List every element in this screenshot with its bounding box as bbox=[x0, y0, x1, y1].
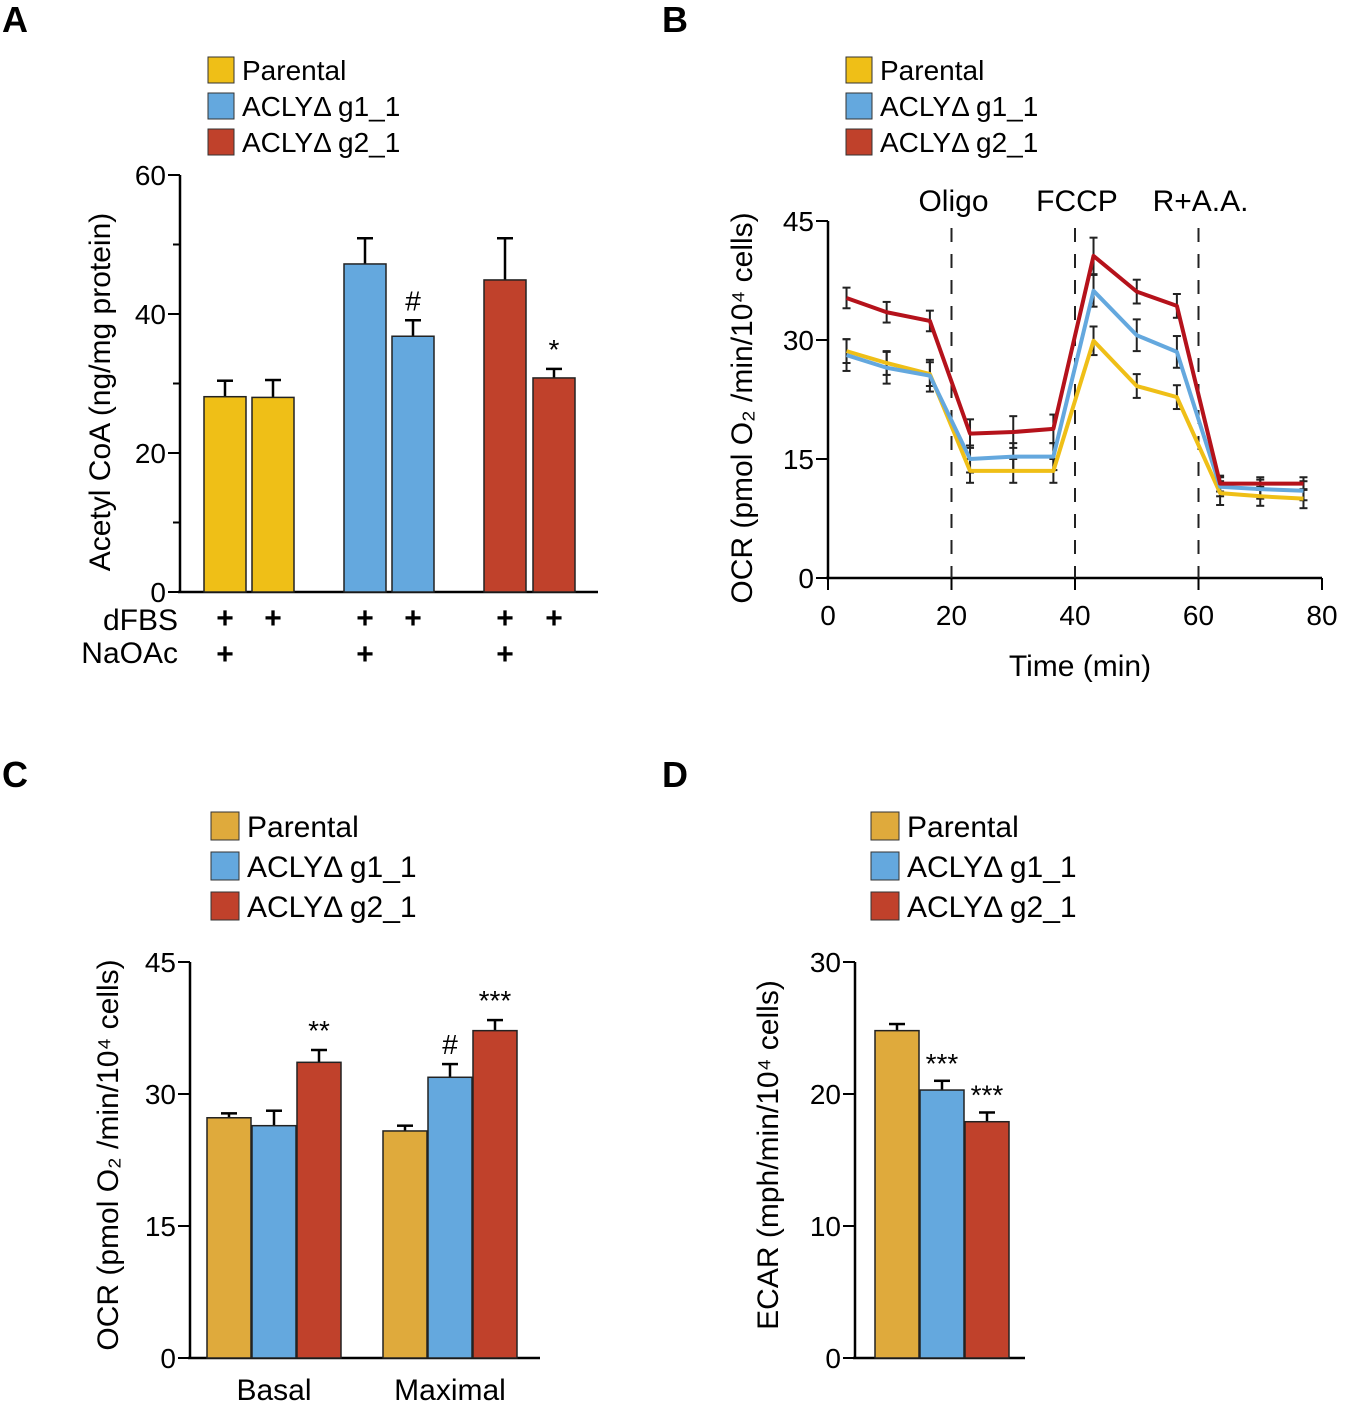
dfbs-plus: + bbox=[264, 602, 282, 635]
panel-letter-a: A bbox=[2, 0, 28, 40]
row-label-dfbs: dFBS bbox=[103, 604, 178, 637]
b-y-axis-label: OCR (pmol O₂ /min/10⁴ cells) bbox=[726, 212, 759, 603]
x-tick-label: 80 bbox=[1306, 600, 1337, 631]
significance-marker: *** bbox=[971, 1079, 1004, 1110]
category-label: Basal bbox=[236, 1374, 311, 1402]
dfbs-plus: + bbox=[404, 602, 422, 635]
series-line-0 bbox=[845, 338, 1304, 501]
a-bar bbox=[483, 279, 527, 593]
c-bar bbox=[382, 1130, 428, 1359]
significance-marker: # bbox=[442, 1029, 458, 1060]
d-bar bbox=[874, 1029, 920, 1359]
legend-swatch bbox=[870, 891, 900, 921]
d-bar bbox=[919, 1089, 965, 1359]
panel-letter-c: C bbox=[2, 754, 28, 795]
legend-label: Parental bbox=[247, 811, 359, 844]
a-y-axis-label: Acetyl CoA (ng/mg protein) bbox=[84, 213, 117, 572]
legend-swatch bbox=[207, 128, 235, 156]
y-tick-label: 30 bbox=[783, 325, 814, 356]
row-label-naoac: NaOAc bbox=[81, 637, 178, 670]
legend-label: ACLYΔ g2_1 bbox=[247, 891, 417, 924]
category-label: Maximal bbox=[394, 1374, 506, 1402]
legend-swatch bbox=[870, 851, 900, 881]
y-tick-label: 0 bbox=[150, 577, 166, 608]
y-tick-label: 40 bbox=[135, 299, 166, 330]
legend-label: ACLYΔ g1_1 bbox=[907, 851, 1077, 884]
d-y-axis-label: ECAR (mph/min/10⁴ cells) bbox=[752, 980, 785, 1330]
y-tick-label: 10 bbox=[810, 1211, 841, 1242]
legend-label: ACLYΔ g1_1 bbox=[880, 91, 1038, 122]
y-tick-label: 20 bbox=[810, 1079, 841, 1110]
legend-swatch bbox=[870, 811, 900, 841]
legend-swatch bbox=[210, 851, 240, 881]
legend-swatch bbox=[207, 56, 235, 84]
y-tick-label: 60 bbox=[135, 160, 166, 191]
legend-label: Parental bbox=[242, 55, 346, 86]
a-bar bbox=[532, 377, 576, 593]
a-bar bbox=[203, 395, 247, 593]
a-bar bbox=[251, 396, 295, 593]
y-tick-label: 15 bbox=[145, 1211, 176, 1242]
dfbs-plus: + bbox=[216, 602, 234, 635]
y-tick-label: 0 bbox=[798, 563, 814, 594]
x-tick-label: 40 bbox=[1059, 600, 1090, 631]
c-bar bbox=[427, 1076, 473, 1359]
c-y-axis-label: OCR (pmol O₂ /min/10⁴ cells) bbox=[92, 959, 125, 1350]
significance-marker: # bbox=[405, 285, 421, 316]
y-tick-label: 45 bbox=[145, 947, 176, 978]
y-tick-label: 45 bbox=[783, 206, 814, 237]
c-bar bbox=[251, 1124, 297, 1359]
significance-marker: *** bbox=[479, 985, 512, 1016]
c-bar bbox=[296, 1061, 342, 1359]
legend-swatch bbox=[845, 92, 873, 120]
legend-swatch bbox=[210, 891, 240, 921]
legend-label: Parental bbox=[880, 55, 984, 86]
significance-marker: ** bbox=[308, 1015, 330, 1046]
d-bar bbox=[964, 1120, 1010, 1359]
legend-swatch bbox=[207, 92, 235, 120]
legend-swatch bbox=[845, 56, 873, 84]
dfbs-plus: + bbox=[496, 602, 514, 635]
y-tick-label: 0 bbox=[160, 1343, 176, 1374]
series-line-2 bbox=[845, 253, 1304, 486]
legend-swatch bbox=[210, 811, 240, 841]
injection-label: FCCP bbox=[1036, 185, 1118, 218]
legend-label: ACLYΔ g1_1 bbox=[247, 851, 417, 884]
c-bar bbox=[472, 1029, 518, 1359]
injection-label: Oligo bbox=[918, 185, 988, 218]
legend-label: ACLYΔ g2_1 bbox=[242, 127, 400, 158]
c-bar bbox=[206, 1117, 252, 1359]
y-tick-label: 15 bbox=[783, 444, 814, 475]
panel-letter-b: B bbox=[662, 0, 688, 40]
naoac-plus: + bbox=[356, 638, 374, 671]
significance-marker: * bbox=[549, 334, 560, 365]
naoac-plus: + bbox=[216, 638, 234, 671]
series-line-1 bbox=[845, 288, 1304, 493]
legend-swatch bbox=[845, 128, 873, 156]
y-tick-label: 0 bbox=[825, 1343, 841, 1374]
injection-label: R+A.A. bbox=[1153, 185, 1249, 218]
a-bar bbox=[391, 335, 435, 593]
a-bar bbox=[343, 263, 387, 593]
dfbs-plus: + bbox=[545, 602, 563, 635]
naoac-plus: + bbox=[496, 638, 514, 671]
legend-label: Parental bbox=[907, 811, 1019, 844]
legend-label: ACLYΔ g2_1 bbox=[880, 127, 1038, 158]
x-tick-label: 20 bbox=[936, 600, 967, 631]
y-tick-label: 30 bbox=[145, 1079, 176, 1110]
dfbs-plus: + bbox=[356, 602, 374, 635]
b-x-axis-label: Time (min) bbox=[1009, 650, 1151, 683]
y-tick-label: 20 bbox=[135, 438, 166, 469]
significance-marker: *** bbox=[926, 1048, 959, 1079]
y-tick-label: 30 bbox=[810, 947, 841, 978]
legend-label: ACLYΔ g1_1 bbox=[242, 91, 400, 122]
x-tick-label: 60 bbox=[1183, 600, 1214, 631]
legend-label: ACLYΔ g2_1 bbox=[907, 891, 1077, 924]
panel-letter-d: D bbox=[662, 754, 688, 795]
x-tick-label: 0 bbox=[820, 600, 836, 631]
